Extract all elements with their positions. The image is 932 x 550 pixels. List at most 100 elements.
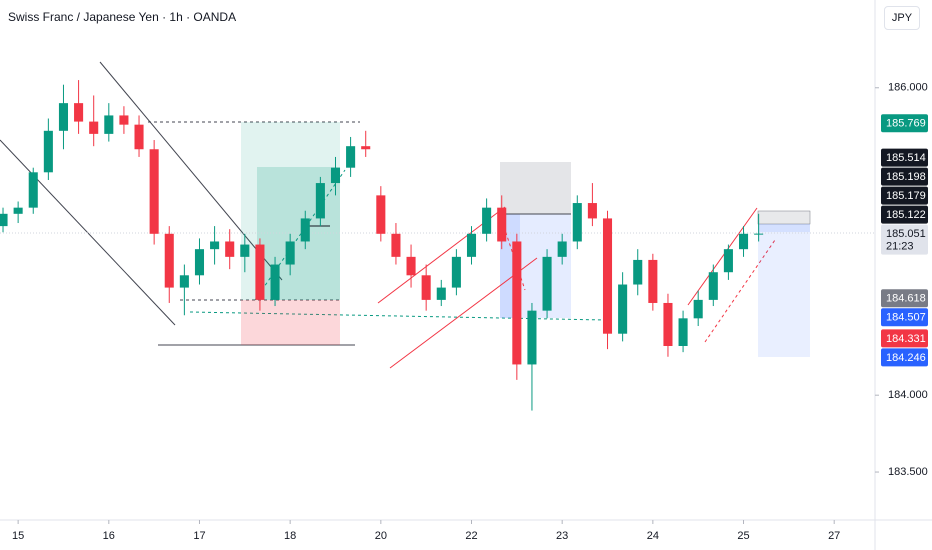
candle-body — [708, 272, 718, 300]
candle-body — [376, 195, 386, 234]
price-badge-label: 185.198 — [886, 171, 926, 183]
candle-body — [421, 275, 431, 300]
candle-body — [285, 241, 295, 265]
channel-line — [687, 207, 758, 306]
candle-body — [754, 233, 764, 235]
candle-body — [678, 318, 688, 347]
candle-body — [89, 121, 99, 134]
y-tick-label: 186.000 — [888, 82, 928, 94]
candle-body — [542, 256, 552, 311]
candle-body — [618, 284, 628, 334]
trend-line — [99, 61, 283, 281]
x-tick-label: 22 — [465, 530, 477, 542]
candle-body — [406, 256, 416, 276]
channel-line — [704, 239, 776, 343]
candle-body — [13, 207, 23, 214]
candle-body — [693, 299, 703, 319]
price-badge — [881, 308, 928, 327]
x-tick-label: 18 — [284, 530, 296, 542]
price-badge-label: 184.246 — [886, 352, 926, 364]
candle-body — [436, 287, 446, 300]
x-tick-label: 25 — [737, 530, 749, 542]
price-badge-label: 184.618 — [886, 293, 926, 305]
candle-body — [512, 241, 522, 365]
candle-body — [482, 207, 492, 234]
price-badge — [881, 167, 928, 186]
price-badge-label: 185.514 — [886, 152, 926, 164]
candle-body — [557, 241, 567, 257]
price-badge — [881, 329, 928, 348]
price-badge — [881, 186, 928, 205]
candle-body — [28, 172, 38, 208]
price-badge — [881, 205, 928, 224]
candle-body — [451, 256, 461, 288]
drawings — [0, 61, 875, 369]
candle-body — [119, 115, 129, 125]
x-tick-label: 15 — [12, 530, 24, 542]
candle-body — [164, 233, 174, 288]
price-badge — [881, 289, 928, 308]
price-badge-label: 184.507 — [886, 312, 926, 324]
x-tick-label: 16 — [103, 530, 115, 542]
x-tick-label: 20 — [375, 530, 387, 542]
long-position-stop — [241, 300, 340, 345]
candle-body — [240, 244, 250, 257]
price-badge-label: 185.769 — [886, 118, 926, 130]
candle-body — [648, 259, 658, 303]
price-badge-label: 184.331 — [886, 333, 926, 345]
candle-body — [361, 146, 371, 150]
candle-body — [255, 244, 265, 300]
candles — [0, 80, 764, 411]
dashed-line — [254, 169, 346, 301]
candle-body — [633, 259, 643, 285]
candle-body — [738, 233, 749, 250]
currency-button[interactable]: JPY — [884, 6, 920, 30]
candle-body — [104, 115, 114, 134]
price-badge-label: 185.122 — [886, 209, 926, 221]
candle-body — [270, 264, 280, 300]
candle-body — [527, 310, 537, 365]
candle-body — [572, 203, 582, 242]
candle-body — [315, 183, 325, 219]
x-tick-label: 23 — [556, 530, 568, 542]
price-badge-label: 185.051 — [886, 228, 926, 240]
candle-body — [497, 207, 507, 242]
symbol-title: Swiss Franc / Japanese Yen · 1h · OANDA — [8, 10, 237, 24]
candle-body — [194, 249, 205, 276]
price-badge — [881, 348, 928, 367]
short-position-stop — [757, 210, 811, 225]
price-badge-label: 185.179 — [886, 190, 926, 202]
candle-body — [134, 124, 144, 150]
candle-body — [300, 218, 310, 242]
y-tick-label: 184.000 — [888, 389, 928, 401]
short-position-stop — [500, 162, 571, 214]
candle-body — [225, 241, 235, 257]
short-position-fill — [758, 224, 810, 232]
candle-body — [346, 146, 356, 168]
candle-body — [210, 241, 220, 250]
candle-body — [149, 149, 159, 234]
price-badge — [881, 148, 928, 167]
candle-body — [74, 103, 84, 122]
x-tick-label: 24 — [647, 530, 659, 542]
price-badge — [881, 114, 928, 133]
candle-body — [0, 213, 8, 227]
y-tick-label: 183.500 — [888, 466, 928, 478]
price-badge — [881, 224, 928, 255]
candle-body — [466, 233, 477, 257]
candle-body — [179, 275, 189, 288]
x-tick-label: 17 — [193, 530, 205, 542]
candle-body — [723, 249, 733, 273]
candle-body — [58, 103, 69, 131]
candle-body — [43, 130, 53, 173]
candle-body — [391, 233, 401, 257]
candle-body — [330, 167, 341, 184]
short-position-target — [758, 232, 810, 357]
candle-body — [602, 218, 613, 334]
x-tick-label: 27 — [828, 530, 840, 542]
countdown-label: 21:23 — [886, 241, 914, 253]
short-position-target — [500, 214, 571, 318]
